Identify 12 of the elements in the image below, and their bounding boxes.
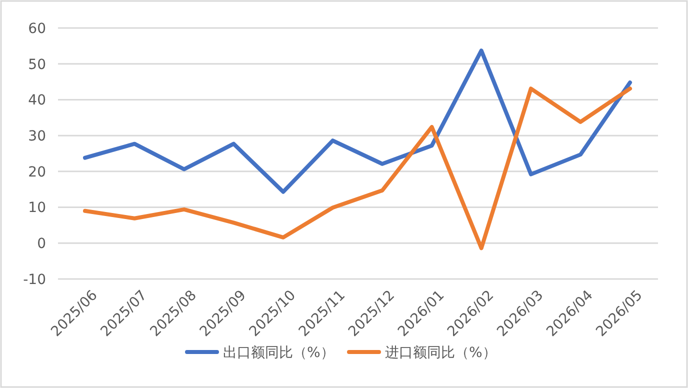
legend-label: 出口额同比（%）: [223, 344, 334, 361]
y-tick-label: 50: [28, 56, 46, 73]
y-tick-label: 40: [28, 92, 46, 109]
line-series: [83, 48, 632, 194]
y-tick-label: -10: [23, 272, 46, 288]
y-tick-label: 10: [28, 200, 46, 216]
legend-label: 进口额同比（%）: [385, 344, 496, 361]
y-tick-label: 60: [28, 20, 46, 37]
y-tick-label: 30: [28, 128, 46, 144]
line-series: [83, 86, 632, 250]
y-tick-label: 0: [37, 236, 46, 252]
y-tick-label: 20: [28, 164, 46, 180]
